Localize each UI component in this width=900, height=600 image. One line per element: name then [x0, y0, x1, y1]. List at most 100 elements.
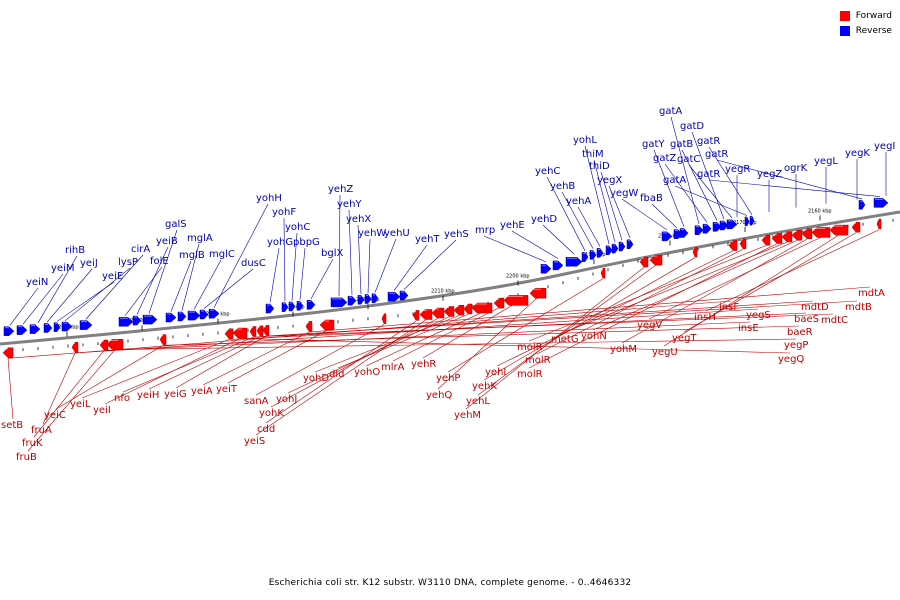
svg-text:yeiN: yeiN	[26, 277, 48, 288]
gene-label: yehW	[358, 228, 386, 294]
gene-label: yeiS	[244, 319, 427, 447]
tick-label: 2160 kbp	[808, 208, 832, 214]
svg-text:setB: setB	[1, 420, 23, 431]
svg-text:insF: insF	[719, 302, 739, 313]
svg-text:mglA: mglA	[187, 233, 213, 244]
reverse-gene-arrow	[132, 315, 142, 326]
gene-label: yohD	[303, 315, 460, 384]
svg-text:fruK: fruK	[22, 438, 43, 449]
forward-gene-arrow	[829, 224, 849, 236]
reverse-gene-arrow	[208, 308, 220, 319]
forward-gene-arrow	[319, 319, 335, 331]
gene-label: dusC	[203, 258, 266, 309]
svg-text:yeiJ: yeiJ	[80, 258, 98, 269]
reverse-gene-arrow	[726, 219, 738, 230]
svg-text:yehP: yehP	[436, 373, 460, 384]
svg-text:rihB: rihB	[65, 245, 85, 256]
reverse-gene-arrow	[611, 243, 619, 254]
svg-text:insE: insE	[738, 323, 759, 334]
svg-text:yeiI: yeiI	[93, 405, 111, 416]
gene-label: fruB	[16, 349, 116, 463]
svg-text:molR: molR	[525, 355, 551, 366]
forward-gene-arrow	[256, 325, 264, 337]
forward-gene-arrow	[851, 221, 861, 233]
legend: Forward Reverse	[839, 8, 892, 38]
svg-text:yeiT: yeiT	[216, 384, 238, 395]
svg-text:yehD: yehD	[531, 214, 557, 225]
gene-label: yeiL	[70, 339, 230, 410]
svg-text:yohL: yohL	[573, 135, 597, 146]
gene-label: yohN	[581, 240, 798, 342]
svg-text:yohM: yohM	[610, 344, 637, 355]
gene-label: gatR	[697, 169, 881, 197]
reverse-gene-arrow	[53, 322, 61, 332]
gene-label: yehU	[374, 228, 410, 293]
gene-label: metG	[551, 241, 788, 345]
svg-text:yehL: yehL	[466, 396, 490, 407]
svg-text:yohN: yohN	[581, 331, 607, 342]
reverse-gene-arrow	[596, 248, 604, 258]
gene-label: yohO	[354, 312, 483, 378]
gene-label: yehR	[411, 302, 517, 370]
svg-text:mglC: mglC	[209, 249, 235, 260]
gene-label: yeiB	[136, 236, 178, 315]
svg-text:yeiG: yeiG	[164, 389, 187, 400]
gene-label: gatA	[659, 106, 700, 225]
svg-text:yehR: yehR	[411, 359, 436, 370]
svg-text:gatA: gatA	[659, 106, 682, 117]
reverse-gene-arrow	[618, 241, 626, 252]
gene-label: mdtC	[259, 313, 848, 337]
reverse-gene-arrow	[265, 303, 275, 314]
reverse-gene-arrow	[744, 216, 750, 227]
reverse-gene-arrow	[357, 294, 365, 305]
svg-text:mdtC: mdtC	[821, 315, 848, 326]
reverse-gene-arrow	[626, 239, 634, 249]
gene-label: mglA	[181, 233, 213, 311]
reverse-gene-arrow	[552, 260, 564, 271]
gene-label: yohJ	[276, 316, 450, 405]
svg-text:mlrA: mlrA	[381, 362, 405, 373]
gene-label: yegQ	[239, 338, 804, 365]
svg-text:yehC: yehC	[535, 166, 560, 177]
gene-label: yeiT	[216, 330, 328, 395]
forward-gene-arrow	[232, 327, 248, 339]
reverse-gene-arrow	[306, 300, 316, 310]
svg-text:bglX: bglX	[321, 248, 343, 259]
reverse-gene-arrow	[605, 245, 613, 256]
gene-label: yehD	[531, 214, 575, 255]
legend-item-reverse: Reverse	[839, 23, 892, 38]
forward-gene-arrow	[876, 218, 882, 230]
reverse-gene-arrow	[79, 320, 93, 330]
svg-text:yegI: yegI	[874, 141, 895, 152]
reverse-gene-arrow	[296, 301, 304, 311]
reverse-gene-arrow	[679, 228, 689, 238]
gene-label: gatB	[670, 139, 718, 221]
gene-label: thiM	[582, 149, 616, 243]
gene-label: yohH	[213, 193, 282, 308]
svg-text:yeiB: yeiB	[156, 236, 178, 247]
gene-label: yehX	[346, 214, 371, 294]
svg-text:yehK: yehK	[472, 381, 497, 392]
reverse-gene-arrow	[712, 222, 722, 232]
svg-text:gatZ: gatZ	[653, 153, 676, 164]
gene-label: yeiE	[56, 271, 123, 322]
gene-label: yohG	[267, 237, 293, 303]
svg-text:yegP: yegP	[784, 340, 808, 351]
forward-gene-arrow	[811, 227, 831, 238]
reverse-gene-arrow	[661, 231, 673, 242]
gene-label: yehA	[566, 196, 601, 247]
gene-label: fruK	[22, 350, 105, 449]
svg-text:cdd: cdd	[257, 424, 275, 435]
forward-gene-arrow	[739, 238, 747, 249]
svg-text:yeiS: yeiS	[244, 436, 265, 447]
svg-text:yehB: yehB	[550, 181, 575, 192]
gene-label: setB	[1, 358, 23, 431]
gene-label: ogrK	[784, 163, 808, 208]
reverse-gene-arrow	[199, 309, 209, 320]
gene-label: molR	[517, 245, 767, 353]
forward-gene-arrow	[159, 334, 167, 345]
gene-label: gatZ	[653, 153, 708, 223]
svg-text:yeiE: yeiE	[102, 271, 123, 282]
forward-gene-arrow	[2, 347, 14, 359]
